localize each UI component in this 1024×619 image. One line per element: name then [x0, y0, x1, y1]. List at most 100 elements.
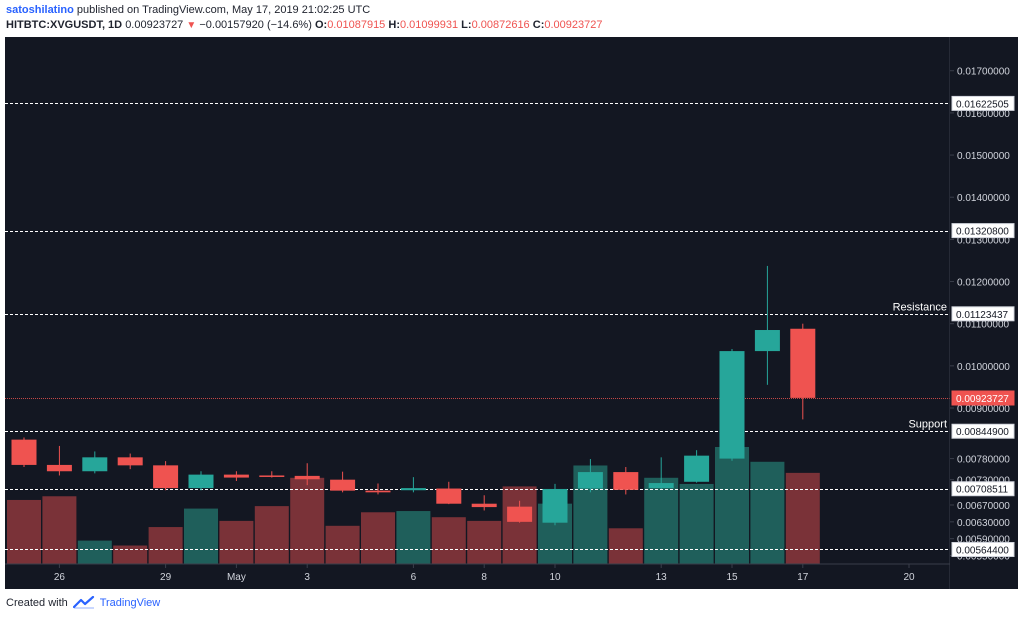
volume-bar [7, 499, 41, 564]
time-tick-label: 26 [54, 572, 66, 583]
volume-bar [254, 506, 289, 564]
level-name-resistance: Resistance [893, 302, 947, 314]
low-label: L: [461, 19, 472, 31]
candle-body [436, 488, 462, 504]
time-tick-label: 10 [549, 572, 561, 583]
price-tick-label: 0.00590000 [957, 535, 1010, 546]
time-tick-label: 20 [903, 572, 915, 583]
published-text: published on TradingView.com, May 17, 20… [76, 4, 371, 16]
level-price-label: 0.01320800 [956, 227, 1009, 238]
price-tick-label: 0.01400000 [957, 193, 1010, 204]
change-value: −0.00157920 (−14.6%) [199, 19, 312, 31]
time-tick-label: 29 [160, 572, 172, 583]
time-tick-label: May [227, 572, 246, 583]
volume-bar [644, 477, 679, 564]
candle-body [507, 506, 533, 522]
volume-bar [42, 496, 77, 564]
time-tick-label: 8 [481, 572, 487, 583]
volume-bar [184, 508, 218, 564]
price-tick-label: 0.01100000 [957, 320, 1010, 331]
candle-body [754, 330, 780, 352]
volume-bar [325, 525, 360, 564]
level-name-support: Support [908, 419, 947, 431]
time-tick-label: 3 [304, 572, 310, 583]
level-price-label: 0.00564400 [956, 545, 1009, 556]
candle-body [365, 490, 391, 493]
volume-bar [77, 540, 112, 564]
open-label: O: [314, 19, 328, 31]
price-tick-label: 0.01300000 [957, 235, 1010, 246]
price-tick-label: 0.01600000 [957, 109, 1010, 120]
candle-body [223, 474, 249, 478]
level-price-label-box [951, 95, 1015, 111]
volume-bar [219, 520, 254, 564]
volume-bar [750, 461, 785, 564]
candle-body [648, 483, 674, 489]
level-price-label: 0.00708511 [956, 485, 1009, 496]
candle-body [259, 475, 285, 477]
candle-body [613, 472, 639, 490]
down-triangle-icon: ▼ [186, 20, 197, 31]
price-tick-label: 0.01500000 [957, 151, 1010, 162]
candle-body [117, 457, 143, 466]
volume-bar [113, 545, 148, 564]
level-lines: Resistance Support [5, 103, 950, 550]
last-price-label-box [951, 390, 1015, 406]
candle-body [542, 488, 568, 523]
level-price-label-box [951, 223, 1015, 239]
volume-bar [396, 511, 431, 564]
candle-body [719, 351, 745, 459]
candle-body [400, 488, 426, 491]
price-tick-label: 0.00780000 [957, 455, 1010, 466]
volume-bar [431, 517, 466, 564]
time-tick-label: 15 [726, 572, 738, 583]
price-tick-label: 0.01000000 [957, 362, 1010, 373]
volume-bar [679, 483, 714, 564]
close-label: C: [532, 19, 545, 31]
high-value: 0.01099931 [399, 19, 459, 31]
price-tick-label: 0.01700000 [957, 67, 1010, 78]
symbol-line: HITBTC:XVGUSDT, 1D 0.00923727 ▼ −0.00157… [6, 19, 602, 31]
price-tick-label: 0.00630000 [957, 518, 1010, 529]
tradingview-brand[interactable]: TradingView [99, 597, 161, 609]
time-tick-label: 6 [411, 572, 417, 583]
close-value: 0.00923727 [544, 19, 603, 31]
volume-bar [467, 520, 502, 564]
level-price-label: 0.00844900 [956, 427, 1009, 438]
footer: Created with TradingView [6, 596, 160, 609]
candle-body [294, 475, 320, 480]
volume-bar [361, 512, 395, 564]
candle-body [188, 474, 214, 489]
candles-layer [11, 265, 816, 526]
time-tick-label: 13 [656, 572, 668, 583]
price-tick-label: 0.00670000 [957, 501, 1010, 512]
symbol-label: HITBTC:XVGUSDT, 1D [6, 19, 123, 31]
level-price-label-box [951, 423, 1015, 439]
price-axis[interactable]: 0.01700000 0.01600000 0.01500000 0.01400000… [950, 37, 1018, 589]
tradingview-logo-icon [72, 596, 94, 609]
level-price-label-box [951, 541, 1015, 557]
level-price-label: 0.01123437 [956, 310, 1009, 321]
volume-bar [502, 486, 537, 564]
level-price-label: 0.01622505 [956, 99, 1009, 110]
candle-body [46, 464, 72, 472]
candle-body [684, 455, 710, 482]
open-value: 0.01087915 [327, 19, 386, 31]
candle-body [577, 472, 603, 489]
time-tick-label: 17 [797, 572, 809, 583]
volume-bar [148, 527, 183, 564]
created-with-text: Created with [6, 597, 68, 609]
level-price-label-box [951, 481, 1015, 497]
time-axis[interactable]: 26 29 May 3 6 8 10 13 15 17 20 [54, 564, 915, 583]
high-label: H: [388, 19, 400, 31]
price-tick-label: 0.00900000 [957, 404, 1010, 415]
candle-body [82, 457, 108, 472]
volume-bar [290, 477, 325, 564]
low-value: 0.00872616 [471, 19, 530, 31]
candle-body [330, 479, 356, 491]
author-link[interactable]: satoshilatino [6, 4, 74, 16]
candle-body [790, 328, 816, 398]
volume-bar [608, 528, 643, 564]
volume-bar [715, 447, 749, 564]
